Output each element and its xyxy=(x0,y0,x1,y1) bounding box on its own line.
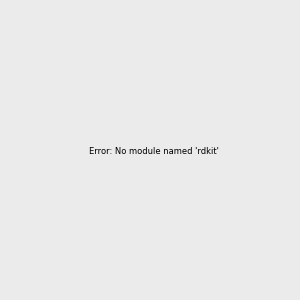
Text: Error: No module named 'rdkit': Error: No module named 'rdkit' xyxy=(89,147,219,156)
